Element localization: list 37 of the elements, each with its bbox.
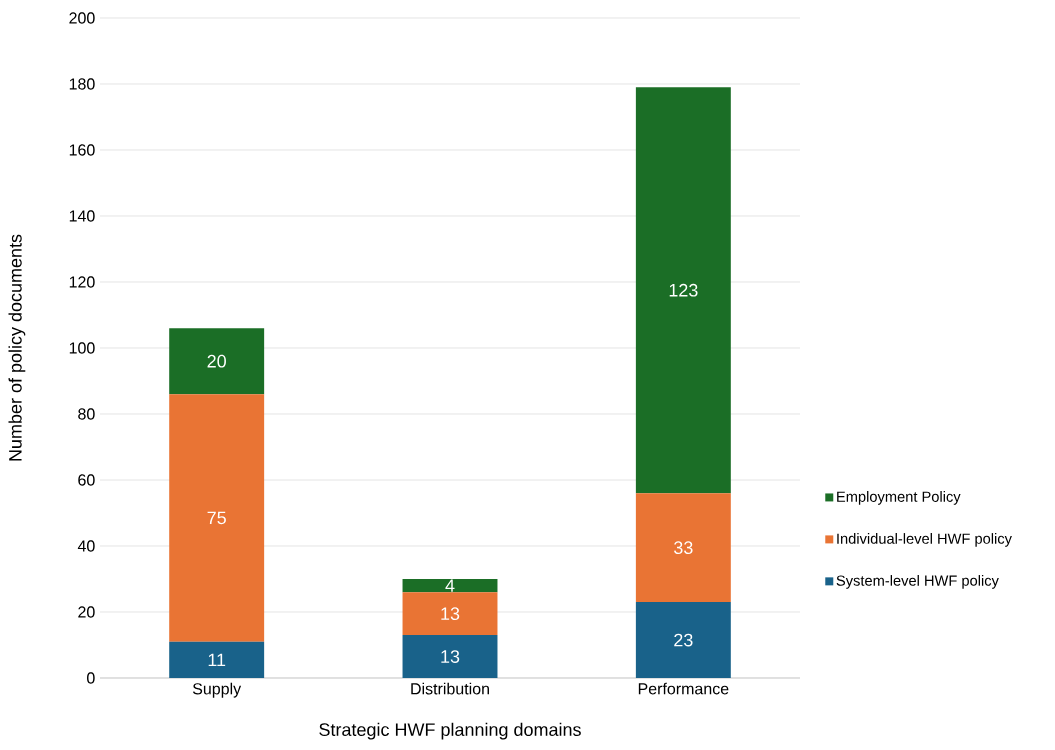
bar	[402, 579, 498, 593]
y-axis-title: Number of policy documents	[8, 234, 26, 461]
y-tick-label: 60	[78, 474, 95, 486]
data-label: 75	[207, 511, 226, 525]
y-tick-label: 160	[69, 144, 95, 156]
bar	[169, 394, 265, 642]
y-tick-label: 140	[69, 210, 95, 222]
bar	[169, 328, 265, 395]
data-label: 11	[208, 653, 226, 667]
bar	[635, 87, 731, 494]
bar	[169, 641, 265, 678]
data-label: 123	[669, 283, 698, 297]
x-tick-label: Distribution	[411, 682, 489, 695]
x-axis-title: Strategic HWF planning domains	[319, 722, 581, 740]
data-label: 4	[445, 579, 455, 592]
data-label: 33	[674, 541, 693, 555]
legend-label: System-level HWF policy	[836, 575, 999, 589]
y-tick-label: 80	[78, 408, 95, 420]
data-label: 20	[207, 354, 226, 368]
y-tick-label: 120	[69, 276, 95, 288]
bar	[635, 493, 731, 603]
y-tick-label: 20	[78, 606, 95, 618]
legend-label: Individual-level HWF policy	[837, 533, 1012, 547]
x-tick-label: Performance	[638, 682, 729, 695]
y-tick-label: 100	[69, 342, 95, 354]
data-label: 13	[441, 650, 460, 663]
data-label: 23	[674, 633, 693, 647]
y-tick-label: 200	[69, 12, 95, 24]
x-tick-label: Supply	[192, 682, 242, 698]
bar	[402, 635, 498, 678]
y-tick-label: 180	[69, 78, 95, 90]
legend-label: Employment Policy	[837, 491, 961, 505]
bar	[402, 592, 498, 636]
bar	[635, 602, 731, 678]
y-tick-label: 40	[77, 540, 95, 552]
data-label: 13	[441, 607, 460, 621]
y-tick-label: 0	[87, 672, 95, 684]
